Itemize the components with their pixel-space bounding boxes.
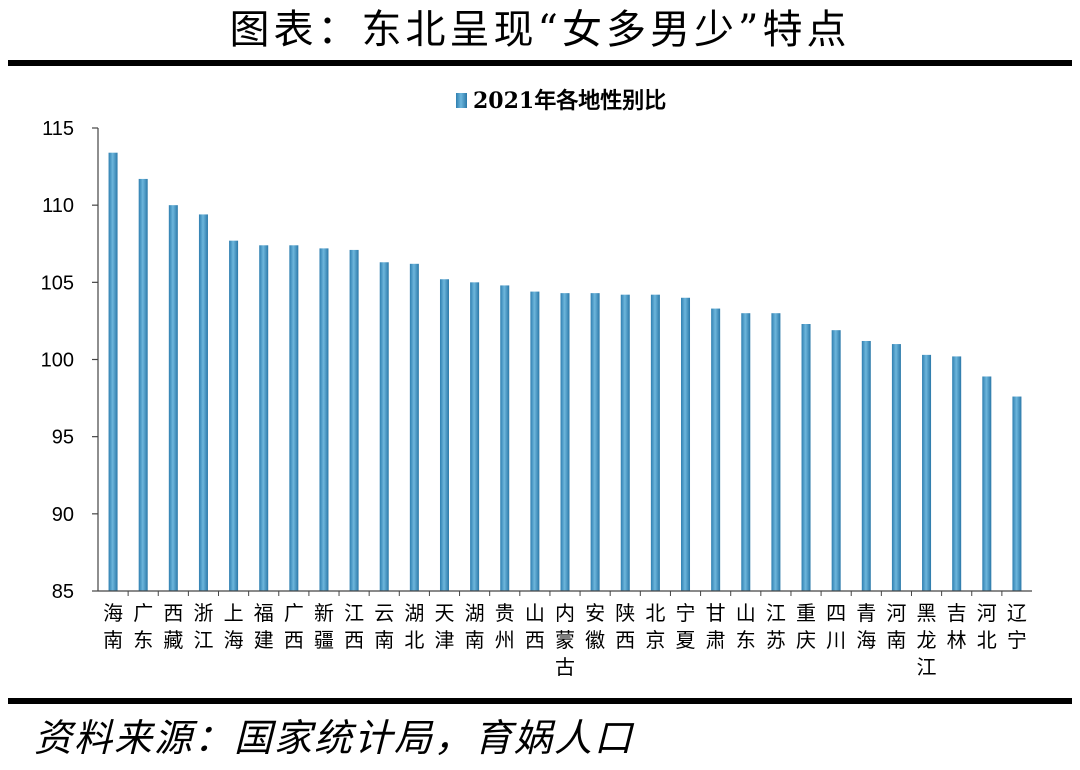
- x-category-label: 青海: [856, 601, 876, 652]
- x-category-label: 吉林: [947, 601, 967, 652]
- bar-chart: 2021年各地性别比 85 90 95 100 105 110 115 海南广东西藏浙江上海…: [41, 88, 1032, 679]
- x-category-label: 甘肃: [706, 601, 726, 652]
- x-category-label: 浙江: [193, 601, 213, 652]
- x-axis: 海南广东西藏浙江上海福建广西新疆江西云南湖北天津湖南贵州山西内蒙古安徽陕西北京宁…: [98, 590, 1032, 679]
- bar-山西: [530, 291, 540, 591]
- x-category-label: 重庆: [796, 601, 816, 652]
- x-category-label: 云南: [374, 601, 394, 652]
- bar-浙江: [198, 214, 208, 591]
- x-category-label: 宁夏: [676, 601, 696, 652]
- x-category-label: 北京: [645, 601, 665, 652]
- bars: [108, 152, 1022, 591]
- bar-甘肃: [711, 308, 721, 591]
- x-category-label: 贵州: [495, 601, 515, 652]
- legend-label: 2021年各地性别比: [473, 88, 666, 114]
- bar-广东: [138, 178, 148, 591]
- x-category-label: 湖北: [404, 601, 424, 652]
- bar-河南: [891, 344, 901, 591]
- bar-贵州: [500, 285, 510, 591]
- x-category-label: 广东: [133, 601, 153, 652]
- bar-湖北: [409, 263, 419, 591]
- x-category-label: 海南: [103, 601, 123, 652]
- x-category-label: 四川: [826, 601, 846, 652]
- legend: 2021年各地性别比: [456, 88, 666, 114]
- bar-四川: [831, 330, 841, 591]
- x-category-label: 山东: [736, 601, 756, 652]
- bar-黑龙江: [922, 354, 932, 591]
- y-tick-label: 95: [52, 427, 74, 449]
- top-rule: [8, 60, 1072, 66]
- x-category-label: 山西: [525, 601, 545, 652]
- x-category-label: 天津: [434, 601, 454, 652]
- bar-山东: [741, 313, 751, 591]
- y-tick-label: 110: [42, 195, 74, 217]
- bar-重庆: [801, 324, 811, 591]
- page-title: 图表：东北呈现“女多男少”特点: [229, 7, 851, 53]
- y-tick-label: 105: [41, 272, 74, 294]
- bottom-rule: [8, 698, 1072, 704]
- y-tick-label: 115: [42, 118, 74, 140]
- x-category-label: 陕西: [615, 601, 635, 652]
- x-category-label: 辽宁: [1007, 601, 1027, 652]
- x-category-label: 江苏: [766, 601, 786, 652]
- source-note: 资料来源：国家统计局，育娲人口: [34, 716, 635, 760]
- bar-湖南: [470, 282, 480, 591]
- y-tick-label: 85: [52, 581, 74, 603]
- x-category-label: 内蒙古: [555, 601, 575, 679]
- bar-青海: [861, 340, 871, 591]
- bar-新疆: [319, 248, 329, 591]
- bar-西藏: [168, 205, 178, 591]
- bar-江苏: [771, 313, 781, 591]
- x-category-label: 江西: [344, 601, 364, 652]
- x-category-label: 安徽: [585, 601, 605, 652]
- bar-吉林: [952, 356, 962, 591]
- bar-陕西: [620, 294, 630, 591]
- y-tick-label: 100: [41, 350, 74, 372]
- legend-swatch: [456, 93, 467, 108]
- bar-安徽: [590, 293, 600, 591]
- x-category-label: 上海: [224, 601, 244, 652]
- bar-云南: [379, 262, 389, 591]
- y-tick-label: 90: [52, 504, 74, 526]
- bar-江西: [349, 249, 359, 591]
- x-category-label: 河北: [977, 601, 997, 652]
- x-category-label: 广西: [284, 601, 304, 652]
- x-category-label: 黑龙江: [917, 601, 937, 679]
- x-category-label: 新疆: [314, 601, 334, 652]
- bar-辽宁: [1012, 396, 1022, 591]
- x-category-label: 西藏: [163, 601, 183, 652]
- bar-广西: [289, 245, 299, 591]
- x-category-label: 湖南: [465, 601, 485, 652]
- bar-海南: [108, 152, 118, 591]
- x-category-label: 福建: [254, 601, 274, 652]
- y-axis: 85 90 95 100 105 110 115: [41, 118, 99, 603]
- bar-北京: [650, 294, 660, 591]
- bar-福建: [259, 245, 269, 591]
- x-category-label: 河南: [886, 601, 906, 652]
- bar-宁夏: [681, 297, 691, 591]
- bar-河北: [982, 376, 992, 591]
- bar-上海: [229, 240, 239, 591]
- bar-天津: [439, 279, 449, 591]
- bar-内蒙古: [560, 293, 570, 591]
